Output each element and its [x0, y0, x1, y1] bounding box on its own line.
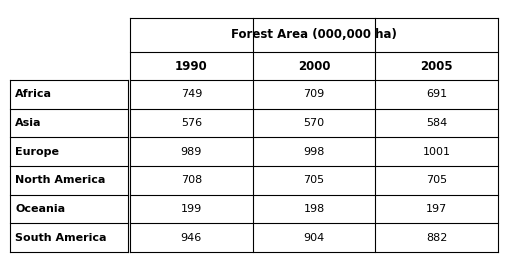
- Text: Asia: Asia: [15, 118, 41, 128]
- Text: 2000: 2000: [298, 59, 330, 73]
- Text: 882: 882: [426, 233, 447, 243]
- Text: Africa: Africa: [15, 89, 52, 99]
- Text: Europe: Europe: [15, 147, 59, 157]
- Text: 1001: 1001: [423, 147, 451, 157]
- Text: 570: 570: [304, 118, 325, 128]
- Text: 709: 709: [304, 89, 325, 99]
- Text: 705: 705: [426, 175, 447, 185]
- Text: 197: 197: [426, 204, 447, 214]
- Text: 584: 584: [426, 118, 447, 128]
- Text: 691: 691: [426, 89, 447, 99]
- Text: 989: 989: [181, 147, 202, 157]
- Text: Forest Area (000,000 ha): Forest Area (000,000 ha): [231, 29, 397, 41]
- Text: 199: 199: [181, 204, 202, 214]
- Text: North America: North America: [15, 175, 105, 185]
- Text: 198: 198: [304, 204, 325, 214]
- Text: 705: 705: [304, 175, 325, 185]
- Text: 576: 576: [181, 118, 202, 128]
- Text: South America: South America: [15, 233, 106, 243]
- Text: 708: 708: [181, 175, 202, 185]
- Text: Oceania: Oceania: [15, 204, 65, 214]
- Text: 2005: 2005: [420, 59, 453, 73]
- Text: 998: 998: [303, 147, 325, 157]
- Text: 946: 946: [181, 233, 202, 243]
- Text: 749: 749: [181, 89, 202, 99]
- Text: 904: 904: [304, 233, 325, 243]
- Text: 1990: 1990: [175, 59, 208, 73]
